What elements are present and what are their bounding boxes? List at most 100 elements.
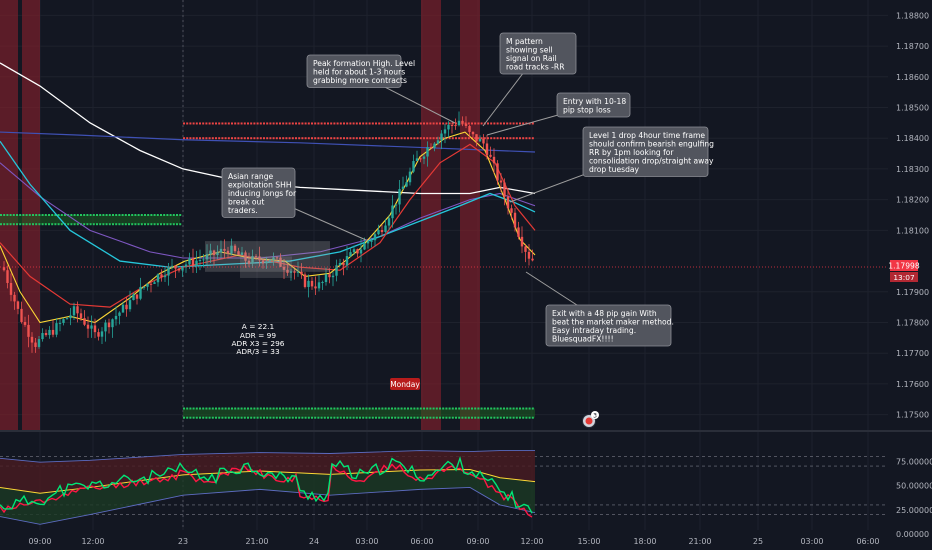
candle[interactable] (261, 258, 265, 269)
candle[interactable] (114, 306, 118, 326)
candle[interactable] (394, 204, 398, 215)
candle[interactable] (314, 276, 317, 296)
candle[interactable] (447, 121, 450, 138)
candle[interactable] (86, 316, 90, 338)
candle[interactable] (2, 261, 6, 272)
candle[interactable] (436, 136, 440, 145)
candle[interactable] (58, 318, 62, 332)
candle[interactable] (492, 148, 496, 174)
candle[interactable] (296, 261, 300, 277)
candle[interactable] (520, 226, 524, 254)
candle[interactable] (457, 111, 461, 127)
candle[interactable] (156, 273, 160, 287)
candle[interactable] (345, 246, 349, 271)
time-axis[interactable]: 09:00 12:00 23 21:00 24 03:00 06:00 09:00 12:00 1… (28, 537, 879, 546)
candle[interactable] (62, 317, 65, 326)
candle[interactable] (104, 319, 107, 342)
candle[interactable] (240, 246, 244, 256)
candle[interactable] (489, 146, 492, 158)
candle[interactable] (419, 157, 422, 163)
candle[interactable] (422, 153, 426, 165)
candle[interactable] (433, 141, 436, 152)
candle[interactable] (335, 259, 338, 282)
candle[interactable] (401, 176, 405, 190)
candle[interactable] (118, 311, 121, 325)
candle[interactable] (9, 273, 13, 302)
candle[interactable] (76, 301, 79, 323)
candle[interactable] (268, 259, 272, 262)
candle[interactable] (475, 134, 478, 147)
candle[interactable] (121, 301, 125, 313)
candle[interactable] (513, 207, 517, 232)
candle[interactable] (443, 123, 447, 144)
candle[interactable] (41, 328, 44, 342)
candle[interactable] (478, 135, 482, 142)
candle[interactable] (279, 253, 282, 268)
candle[interactable] (27, 314, 30, 348)
candle[interactable] (429, 143, 433, 149)
candle[interactable] (55, 318, 58, 338)
candle[interactable] (338, 258, 342, 267)
candle[interactable] (366, 240, 370, 249)
candle[interactable] (20, 301, 23, 324)
candle[interactable] (97, 328, 100, 341)
candle[interactable] (233, 243, 237, 254)
candle[interactable] (146, 283, 149, 291)
candle[interactable] (100, 327, 104, 345)
oscillator-axis[interactable]: 75.00000 50.00000 25.00000 0.00000 (896, 457, 932, 539)
candle[interactable] (6, 265, 9, 289)
candle[interactable] (202, 254, 205, 268)
candle[interactable] (37, 336, 41, 349)
candle[interactable] (251, 249, 254, 269)
candle[interactable] (51, 319, 55, 338)
candle[interactable] (450, 122, 454, 134)
candle[interactable] (307, 274, 310, 298)
candle[interactable] (408, 167, 412, 186)
candle[interactable] (380, 224, 384, 237)
candle[interactable] (359, 239, 363, 263)
alert-icon[interactable]: 3 (582, 411, 600, 428)
candle[interactable] (107, 318, 111, 334)
candle[interactable] (132, 292, 135, 301)
candle[interactable] (174, 264, 177, 279)
candle[interactable] (212, 249, 216, 266)
candle[interactable] (531, 249, 534, 262)
candle[interactable] (177, 267, 181, 273)
candle[interactable] (65, 317, 69, 320)
candle[interactable] (209, 243, 212, 264)
oscillator-panel[interactable] (0, 430, 932, 525)
candle[interactable] (69, 307, 72, 326)
candle[interactable] (387, 214, 391, 231)
candle[interactable] (23, 316, 27, 327)
candle[interactable] (496, 160, 499, 185)
candle[interactable] (499, 173, 503, 192)
candle[interactable] (93, 318, 97, 339)
candle[interactable] (72, 302, 76, 321)
candle[interactable] (111, 318, 114, 338)
candle[interactable] (527, 244, 531, 266)
candle[interactable] (219, 240, 223, 258)
candle[interactable] (135, 294, 139, 305)
candle[interactable] (310, 277, 314, 290)
candle[interactable] (160, 269, 163, 282)
candle[interactable] (282, 259, 286, 279)
candle[interactable] (223, 239, 226, 259)
candle[interactable] (398, 179, 401, 213)
candle[interactable] (188, 252, 191, 270)
candle[interactable] (524, 243, 527, 263)
candle[interactable] (503, 178, 506, 206)
candle[interactable] (272, 252, 275, 266)
candle[interactable] (321, 280, 324, 290)
candle[interactable] (195, 250, 198, 274)
candle[interactable] (412, 154, 415, 174)
candle[interactable] (454, 118, 457, 130)
candle[interactable] (464, 116, 468, 129)
candle[interactable] (328, 268, 331, 284)
candle[interactable] (485, 135, 489, 160)
candle[interactable] (44, 329, 48, 337)
